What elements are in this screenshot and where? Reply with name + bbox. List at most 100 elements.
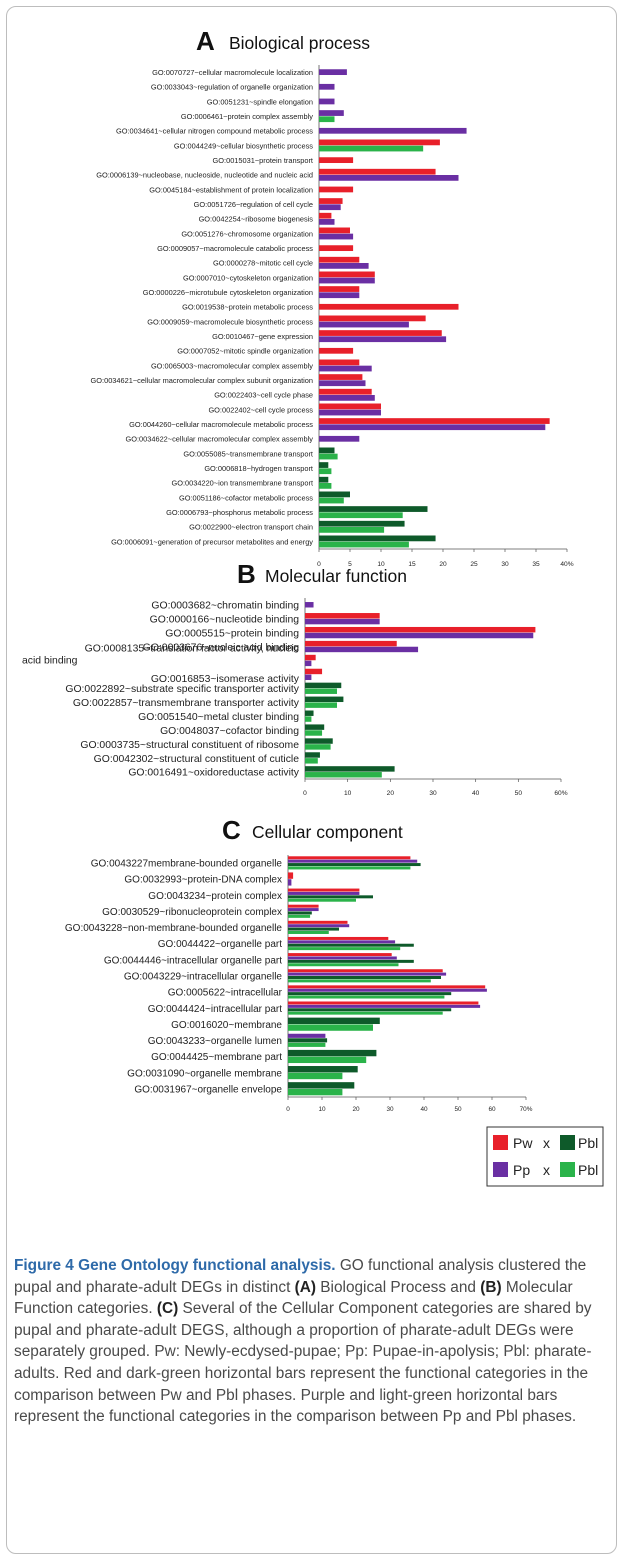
bar-pp-x-pbl <box>319 424 546 431</box>
x-tick-label: 40% <box>560 561 573 568</box>
bar-pw-x-pbl <box>288 911 312 915</box>
category-label: GO:0051276~chromosome organization <box>181 229 313 238</box>
bar-pp-x-pbl <box>288 1033 326 1038</box>
bar-pp-x-pbl <box>319 219 335 225</box>
legend-label-pbl1: Pbl <box>578 1135 598 1151</box>
category-label: GO:0022402~cell cycle process <box>208 405 313 414</box>
bar-pp-x-pbl <box>288 979 431 983</box>
bar-pw-x-pbl <box>288 895 373 899</box>
x-tick-label: 0 <box>286 1106 290 1113</box>
x-tick-label: 0 <box>317 561 321 568</box>
category-label: GO:0044260~cellular macromolecule metabo… <box>129 420 313 429</box>
bar-pw-x-pbl <box>288 953 392 957</box>
bar-pw-x-pbl <box>305 613 380 619</box>
bar-pw-x-pbl <box>288 920 348 924</box>
category-label: GO:0033043~regulation of organelle organ… <box>151 83 313 92</box>
legend-swatch-pp-purple <box>493 1162 508 1177</box>
legend-label-pw: Pw <box>513 1135 533 1151</box>
bar-pw-x-pbl <box>319 374 363 380</box>
bar-pw-x-pbl <box>288 856 411 860</box>
bar-pp-x-pbl <box>288 859 418 863</box>
bar-pw-x-pbl <box>288 985 486 989</box>
category-label: GO:0044446~intracellular organelle part <box>104 955 282 966</box>
panel-c-letter: C <box>222 815 241 845</box>
bar-pp-x-pbl <box>319 336 447 343</box>
panel-b-letter: B <box>237 559 256 589</box>
category-label: GO:0006461~protein complex assembly <box>181 112 313 121</box>
figure-frame <box>6 6 617 1554</box>
category-label: GO:0006818~hydrogen transport <box>204 464 313 473</box>
bar-pw-x-pbl <box>305 682 342 689</box>
panel-b-title: Molecular function <box>265 566 407 586</box>
legend-label-pbl2: Pbl <box>578 1162 598 1178</box>
category-label: GO:0034622~cellular macromolecular compl… <box>125 435 313 444</box>
bar-pw-x-pbl <box>319 403 381 410</box>
category-label: GO:0008135~translation factor activity, … <box>85 644 299 655</box>
bar-pw-x-pbl <box>319 491 350 498</box>
bar-pp-x-pbl <box>288 1056 367 1064</box>
category-label: GO:0009057~macromolecule catabolic proce… <box>157 244 313 253</box>
bar-pw-x-pbl <box>288 1017 380 1024</box>
bar-pp-x-pbl <box>305 702 337 708</box>
category-label: GO:0051186~cofactor metabolic process <box>179 493 313 502</box>
category-label: GO:0045184~establishment of protein loca… <box>149 185 313 194</box>
bar-pp-x-pbl <box>288 930 329 934</box>
category-label: GO:0015031~protein transport <box>213 156 313 165</box>
caption-text-4: Several of the Cellular Component catego… <box>14 1300 592 1426</box>
bar-pp-x-pbl <box>288 995 445 999</box>
category-label: GO:0007052~mitotic spindle organization <box>177 347 313 356</box>
bar-pp-x-pbl <box>319 395 375 401</box>
chart-a-biological-process: 0 5 10 15 20 25 30 35 40% GO:0070727~cellular mac… <box>91 65 574 568</box>
bar-pw-x-pbl <box>305 752 320 758</box>
bar-pw-x-pbl <box>319 315 426 322</box>
category-label: GO:0034621~cellular macromolecular compl… <box>91 376 313 385</box>
bar-pw-x-pbl <box>305 696 344 703</box>
caption-title: Figure 4 Gene Ontology functional analys… <box>14 1257 336 1274</box>
category-label: GO:0055085~transmembrane transport <box>183 449 313 458</box>
bar-pp-x-pbl <box>288 1024 373 1031</box>
caption-label-b: (B) <box>480 1278 502 1296</box>
bar-pw-x-pbl <box>305 738 333 744</box>
chart-b-molecular-function: 0 10 20 30 40 50 60% GO:0003682~chromatin bindi… <box>22 598 568 797</box>
bar-pp-x-pbl <box>305 618 380 625</box>
bar-pp-x-pbl <box>288 1042 326 1047</box>
bar-pp-x-pbl <box>305 716 312 722</box>
legend-swatch-pbl-darkgreen <box>560 1135 575 1150</box>
x-tick-label: 0 <box>303 790 307 797</box>
bar-pw-x-pbl <box>288 1066 358 1073</box>
category-label: GO:0043229~intracellular organelle <box>124 972 283 983</box>
bar-pp-x-pbl <box>288 972 447 976</box>
bar-pp-x-pbl <box>305 632 534 639</box>
category-label: GO:0003676~nucleic acid binding <box>143 642 299 653</box>
bar-pp-x-pbl <box>288 866 411 870</box>
bar-pw-x-pbl <box>319 186 354 193</box>
category-label: GO:0042302~structural constituent of cut… <box>94 754 300 765</box>
bar-pw-x-pbl <box>319 359 360 366</box>
bar-pp-x-pbl <box>319 263 369 269</box>
bar-pp-x-pbl <box>319 541 409 548</box>
legend-label-pp: Pp <box>513 1162 530 1178</box>
bar-pw-x-pbl <box>288 863 421 867</box>
bar-pp-x-pbl <box>288 940 396 944</box>
bar-pp-x-pbl <box>319 435 360 442</box>
category-label: GO:0051726~regulation of cell cycle <box>194 200 313 209</box>
bar-pw-x-pbl <box>305 766 395 772</box>
category-label: GO:0044425~membrane part <box>151 1052 282 1063</box>
bar-pw-x-pbl <box>319 139 440 146</box>
legend-label-x2: x <box>543 1162 550 1178</box>
bar-pp-x-pbl <box>319 497 344 504</box>
x-tick-label: 10 <box>377 561 385 568</box>
category-label: GO:0065003~macromolecular complex assemb… <box>151 361 313 370</box>
bar-pp-x-pbl <box>288 1072 343 1080</box>
bar-pw-x-pbl <box>319 535 436 542</box>
bar-pp-x-pbl <box>305 602 314 608</box>
x-tick-label: 15 <box>408 561 416 568</box>
category-label: GO:0005515~protein binding <box>165 628 299 639</box>
bar-pp-x-pbl <box>319 468 332 475</box>
bar-pp-x-pbl <box>288 947 401 951</box>
bar-pw-x-pbl <box>319 286 360 292</box>
bar-pw-x-pbl <box>288 1001 479 1005</box>
category-label: GO:0022403~cell cycle phase <box>214 391 313 400</box>
category-label: GO:0043234~protein complex <box>148 891 282 902</box>
x-tick-label: 30 <box>429 790 437 797</box>
